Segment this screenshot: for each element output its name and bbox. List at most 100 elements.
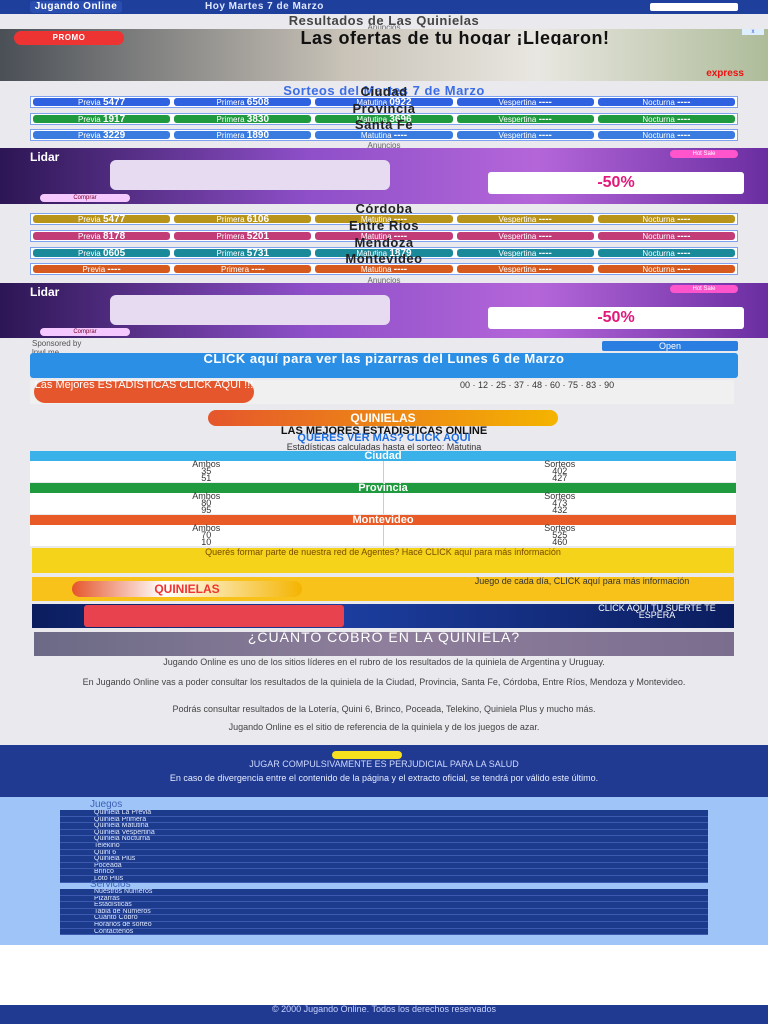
result-cell[interactable]: Vespertina ---- (456, 115, 594, 123)
paragraph-1: Jugando Online es uno de los sitios líde… (163, 657, 605, 667)
result-cell[interactable]: Primera ---- (174, 265, 312, 273)
result-cell[interactable]: Vespertina ---- (456, 215, 594, 223)
stat-row: 80 473 (30, 499, 736, 508)
footer-link[interactable]: Poceada (60, 863, 708, 870)
ad-banner-purple-2[interactable]: Lidar Hot Sale -50% Comprar (0, 283, 768, 338)
result-cell[interactable]: Primera 1890 (174, 131, 312, 139)
site-logo[interactable]: Jugando Online (30, 1, 122, 13)
result-cell[interactable]: Primera 6106 (174, 215, 312, 223)
suerte-banner[interactable]: CLICK AQUI TU SUERTE TE ESPERA (32, 604, 734, 628)
result-cell[interactable]: Vespertina ---- (456, 131, 594, 139)
sponsored-domain[interactable]: lnwl.me (32, 348, 81, 357)
result-cell[interactable]: Primera 3830 (174, 115, 312, 123)
result-cell[interactable]: Vespertina ---- (456, 232, 594, 240)
result-cell[interactable]: Previa 1917 (33, 115, 171, 123)
footer-link[interactable]: Telekino (60, 843, 708, 850)
cell-label: Primera (216, 98, 245, 106)
footer-link[interactable]: Quini 6 (60, 850, 708, 857)
footer-link[interactable]: Quiniela Nocturna (60, 836, 708, 843)
footer-link[interactable]: Quiniela Plus (60, 856, 708, 863)
footer-link[interactable]: Quiniela Vespertina (60, 830, 708, 837)
header-date: Hoy Martes 7 de Marzo (205, 1, 324, 12)
cuanto-cobro-banner[interactable]: ¿CUÁNTO COBRO EN LA QUINIELA? (34, 630, 734, 656)
result-cell[interactable]: Nocturna ---- (597, 215, 736, 223)
stat-value: 70 (30, 531, 384, 540)
result-cell[interactable]: Matutina 0922 (315, 98, 453, 106)
ad-cta[interactable]: Comprar (40, 194, 130, 202)
pizarras-button[interactable]: CLICK aquí para ver las pizarras del Lun… (30, 353, 738, 378)
stat-heading: Provincia (30, 483, 736, 494)
ad-cta[interactable]: Comprar (40, 328, 130, 336)
cell-label: Nocturna (642, 232, 675, 240)
result-cell[interactable]: Previa 3229 (33, 131, 171, 139)
result-cell[interactable]: Nocturna ---- (597, 265, 736, 273)
footer-link[interactable]: Cuanto Cobro (60, 915, 708, 922)
result-cell[interactable]: Primera 5201 (174, 232, 312, 240)
result-cell[interactable]: Previa 8178 (33, 232, 171, 240)
stats-link[interactable]: QUERES VER MAS? CLICK AQUI (297, 432, 471, 444)
menu-search-bar[interactable] (650, 3, 738, 11)
result-cell[interactable]: Matutina ---- (315, 265, 453, 273)
result-cell[interactable]: Vespertina ---- (456, 249, 594, 257)
cell-label: Vespertina (498, 131, 537, 139)
screen-image (84, 605, 344, 627)
estadisticas-pill[interactable]: Las Mejores ESTADÍSTICAS CLICK AQUÍ !!! (34, 380, 254, 403)
result-cell[interactable]: Primera 6508 (174, 98, 312, 106)
suerte-cta[interactable]: CLICK AQUI TU SUERTE TE ESPERA (598, 604, 716, 620)
result-cell[interactable]: Nocturna ---- (597, 131, 736, 139)
cell-label: Nocturna (642, 131, 675, 139)
ad-banner-purple[interactable]: Lidar Hot Sale -50% Comprar (0, 148, 768, 204)
cell-value: 5477 (102, 98, 126, 106)
cell-label: Previa (78, 131, 101, 139)
result-cell[interactable]: Previa 5477 (33, 98, 171, 106)
city-heading: Santa Fe (354, 120, 414, 130)
result-cell[interactable]: Primera 5731 (174, 249, 312, 257)
open-button[interactable]: Open (602, 341, 738, 351)
result-cell[interactable]: Vespertina ---- (456, 265, 594, 273)
result-cell[interactable]: Matutina ---- (315, 232, 453, 240)
result-cell[interactable]: Matutina 3696 (315, 115, 453, 123)
footer-link[interactable]: Nuestros Números (60, 889, 708, 896)
ad-close-icon[interactable]: x (742, 29, 764, 35)
footer-links: Juegos Quiniela La Previa Quiniela Primer… (0, 797, 768, 945)
result-cell[interactable]: Nocturna ---- (597, 249, 736, 257)
result-cell[interactable]: Nocturna ---- (597, 98, 736, 106)
cell-label: Primera (216, 115, 245, 123)
footer-link[interactable]: Quiniela Primera (60, 817, 708, 824)
result-cell[interactable]: Vespertina ---- (456, 98, 594, 106)
result-cell[interactable]: Previa 5477 (33, 215, 171, 223)
agentes-banner[interactable]: Querés formar parte de nuestra red de Ag… (32, 548, 734, 573)
footer-link[interactable]: Loto Plus (60, 876, 708, 883)
cell-label: Matutina (356, 98, 388, 106)
result-cell[interactable]: Nocturna ---- (597, 115, 736, 123)
result-cell[interactable]: Previa ---- (33, 265, 171, 273)
footer-link[interactable]: Horarios de sorteo (60, 922, 708, 929)
juego-banner[interactable]: QUINIELAS Juego de cada día, CLICK aquí … (32, 577, 734, 601)
city-results-row: Previa ---- Primera ---- Matutina ---- Vesp… (30, 263, 738, 275)
ads-label-2: Anuncios (367, 141, 401, 150)
cell-label: Nocturna (642, 265, 675, 273)
city-heading: Montevideo (345, 254, 423, 264)
footer-link[interactable]: Estadísticas (60, 902, 708, 909)
footer-link[interactable]: Brinco (60, 869, 708, 876)
top-ad-banner[interactable]: PROMO Las ofertas de tu hogar ¡Llegaron!… (0, 29, 768, 81)
cell-label: Previa (78, 232, 101, 240)
result-cell[interactable]: Matutina ---- (315, 131, 453, 139)
cell-label: Previa (78, 98, 101, 106)
cell-value: ---- (538, 115, 552, 123)
result-cell[interactable]: Previa 0605 (33, 249, 171, 257)
estadisticas-banner[interactable]: Las Mejores ESTADÍSTICAS CLICK AQUÍ !!! … (30, 380, 734, 404)
footer-link[interactable]: Quiniela Matutina (60, 823, 708, 830)
stat-value: 95 (30, 506, 384, 515)
footer-link[interactable]: Contáctenos (60, 929, 708, 936)
result-cell[interactable]: Nocturna ---- (597, 232, 736, 240)
cell-value: 1917 (102, 115, 126, 123)
footer-link[interactable]: Quiniela La Previa (60, 810, 708, 817)
cell-value: ---- (251, 265, 265, 273)
result-cell[interactable]: Matutina 1879 (315, 249, 453, 257)
footer-link[interactable]: Pizarras (60, 896, 708, 903)
cell-label: Matutina (360, 215, 392, 223)
result-cell[interactable]: Matutina ---- (315, 215, 453, 223)
stat-row: 70 525 (30, 531, 736, 540)
footer-link[interactable]: Tabla de Números (60, 909, 708, 916)
